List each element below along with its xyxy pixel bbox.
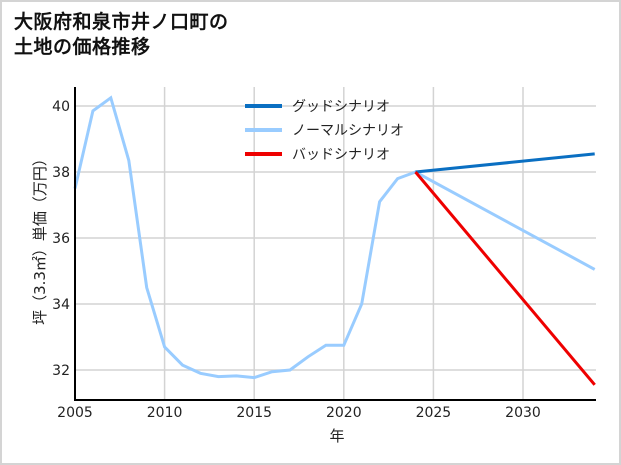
y-tick-label: 38 [52, 165, 70, 181]
y-tick-label: 36 [52, 231, 70, 247]
y-axis-label: 坪（3.3㎡）単価（万円） [31, 151, 49, 325]
legend-label: グッドシナリオ [292, 99, 390, 115]
y-tick-label: 32 [52, 363, 70, 379]
x-tick-label: 2010 [147, 405, 183, 421]
x-tick-label: 2005 [57, 405, 93, 421]
legend-swatch [245, 104, 282, 108]
legend-label: ノーマルシナリオ [292, 123, 404, 139]
y-tick-label: 40 [52, 99, 70, 115]
x-tick-label: 2015 [236, 405, 272, 421]
series-lines [73, 95, 596, 386]
x-axis-label: 年 [329, 427, 344, 445]
y-tick-labels: 32 34 36 38 40 [52, 99, 70, 379]
grid-lines [75, 87, 596, 400]
x-tick-label: 2025 [416, 405, 452, 421]
series-line [415, 152, 595, 174]
x-tick-labels: 2005 2010 2015 2020 2025 2030 [57, 405, 541, 421]
chart-title-line-1: 大阪府和泉市井ノ口町の [14, 11, 229, 33]
axes [74, 87, 596, 401]
series-line [414, 171, 596, 386]
chart-title-line-2: 土地の価格推移 [14, 36, 151, 58]
chart-title: 大阪府和泉市井ノ口町の 土地の価格推移 [14, 10, 229, 60]
x-tick-label: 2020 [326, 405, 362, 421]
series-line [73, 95, 596, 380]
legend-label: バッドシナリオ [292, 147, 390, 163]
y-tick-label: 34 [52, 297, 70, 313]
legend-swatch [245, 152, 282, 156]
x-tick-label: 2030 [505, 405, 541, 421]
legend-swatch [245, 128, 282, 132]
